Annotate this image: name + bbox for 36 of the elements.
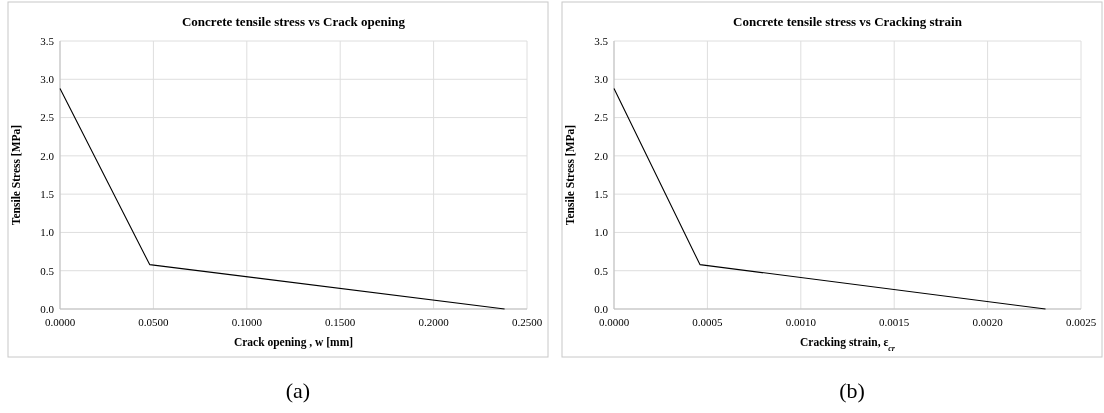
y-tick-label: 2.0 bbox=[40, 149, 55, 162]
x-tick-label: 0.0015 bbox=[879, 316, 910, 328]
x-axis-title: Cracking strain, ε$_{cr}$ bbox=[800, 336, 896, 353]
y-tick-label: 0.5 bbox=[594, 264, 609, 277]
x-tick-label: 0.0000 bbox=[598, 316, 630, 328]
y-tick-label: 1.0 bbox=[594, 226, 609, 239]
x-tick-label: 0.1000 bbox=[231, 316, 263, 328]
text: (a) bbox=[285, 378, 311, 403]
text: (b) bbox=[839, 378, 865, 403]
y-tick-label: 1.0 bbox=[40, 226, 55, 239]
y-tick-label: 0.0 bbox=[40, 302, 55, 315]
y-tick-label: 3.0 bbox=[40, 73, 55, 86]
x-tick-label: 0.0005 bbox=[692, 316, 724, 328]
x-tick-label: 0.0025 bbox=[1065, 316, 1097, 328]
y-tick-label: 2.0 bbox=[594, 149, 609, 162]
x-tick-label: 0.0020 bbox=[972, 316, 1004, 328]
x-tick-label: 0.1500 bbox=[325, 316, 356, 328]
x-tick-label: 0.2500 bbox=[511, 316, 543, 328]
y-tick-label: 3.5 bbox=[40, 34, 55, 47]
y-axis-title: Tensile Stress [MPa] bbox=[564, 124, 576, 226]
x-tick-label: 0.2000 bbox=[418, 316, 450, 328]
x-tick-label: 0.0000 bbox=[44, 316, 76, 328]
x-tick-label: 0.0500 bbox=[138, 316, 170, 328]
chart-title: Concrete tensile stress vs Crack opening bbox=[181, 14, 406, 29]
chart-title: Concrete tensile stress vs Cracking strain bbox=[733, 14, 963, 29]
y-tick-label: 0.0 bbox=[594, 302, 609, 315]
y-tick-label: 2.5 bbox=[594, 111, 609, 124]
y-tick-label: 0.5 bbox=[40, 264, 55, 277]
y-tick-label: 1.5 bbox=[40, 187, 55, 200]
y-tick-label: 3.0 bbox=[594, 73, 609, 86]
x-tick-label: 0.0010 bbox=[785, 316, 817, 328]
y-tick-label: 2.5 bbox=[40, 111, 55, 124]
y-tick-label: 3.5 bbox=[594, 34, 609, 47]
y-axis-title: Tensile Stress [MPa] bbox=[10, 124, 22, 226]
x-axis-title: Crack opening , w [mm] bbox=[233, 336, 354, 349]
y-tick-label: 1.5 bbox=[594, 187, 609, 200]
